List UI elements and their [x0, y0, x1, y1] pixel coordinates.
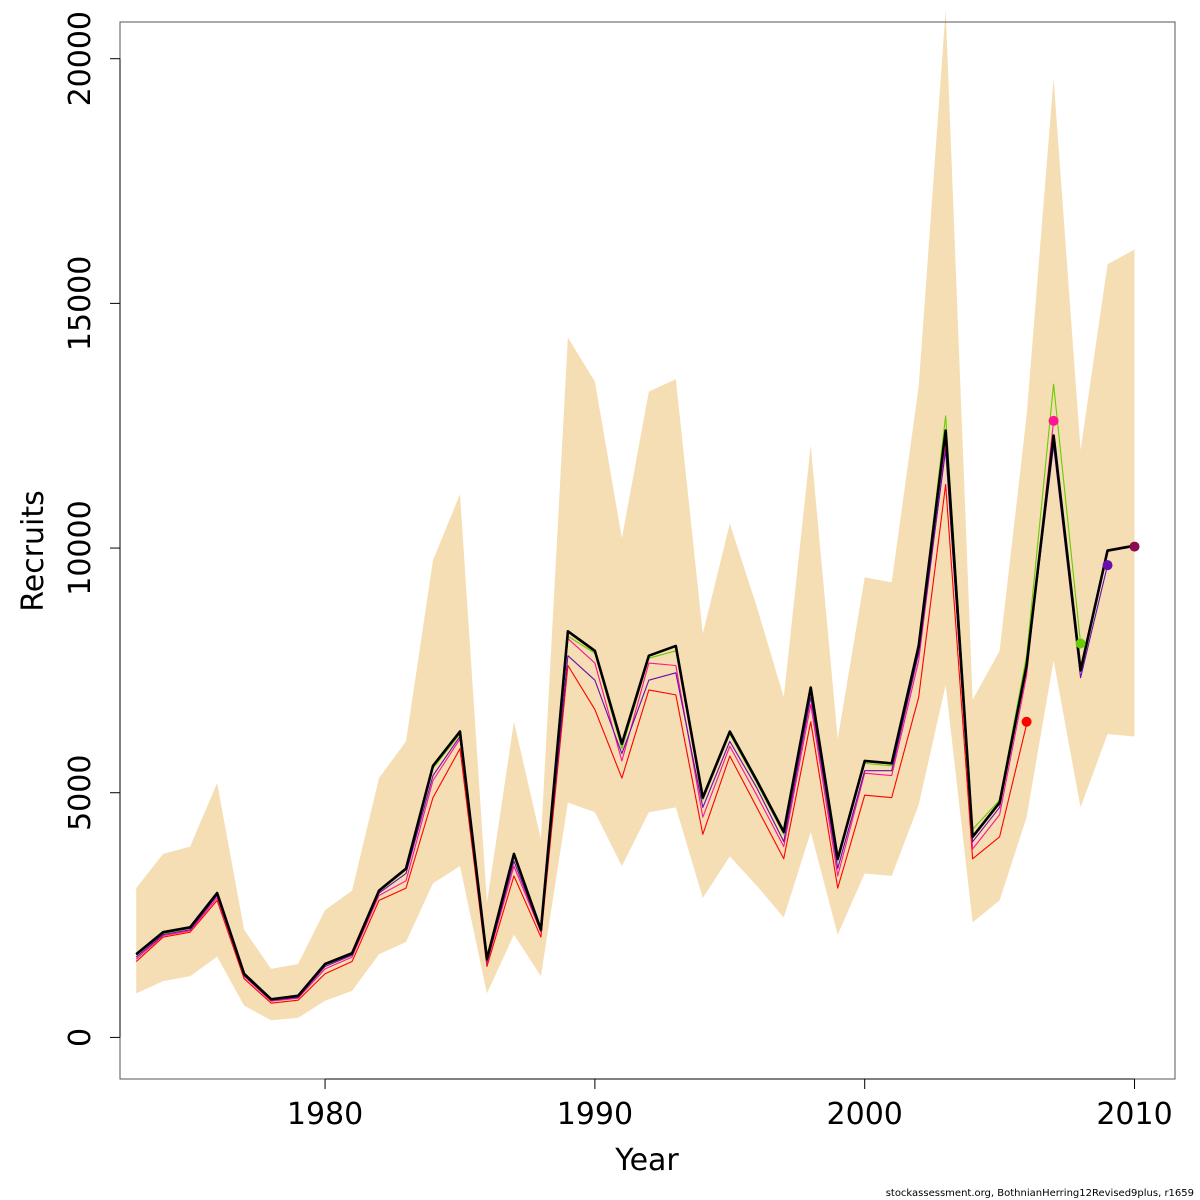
end-point-2008 — [1075, 638, 1086, 649]
confidence-band-layer — [136, 9, 1135, 1021]
series-lines-layer — [135, 383, 1135, 1004]
x-tick-label: 2000 — [827, 1097, 903, 1132]
series-line-peel_red — [135, 483, 1028, 1004]
x-axis-title: Year — [614, 1143, 679, 1178]
end-point-2009 — [1102, 560, 1113, 571]
x-tick-label: 1980 — [287, 1097, 363, 1132]
x-tick-label: 1990 — [557, 1097, 633, 1132]
x-tick-label: 2010 — [1096, 1097, 1172, 1132]
series-line-final — [135, 429, 1135, 1001]
confidence-band — [136, 9, 1135, 1021]
y-tick-label: 15000 — [63, 256, 98, 351]
y-axis: 0 5000 10000 15000 20000 — [63, 11, 121, 1047]
y-axis-title: Recruits — [16, 490, 51, 612]
y-tick-label: 20000 — [63, 11, 98, 106]
series-line-peel_pink — [135, 420, 1055, 1002]
end-point-2007 — [1048, 415, 1059, 426]
end-point-2006 — [1021, 716, 1032, 727]
end-points-layer — [1021, 415, 1140, 727]
end-point-2010 — [1129, 541, 1140, 552]
y-tick-label: 5000 — [63, 755, 98, 831]
footer-source: stockassessment.org, BothnianHerring12Re… — [886, 1188, 1194, 1199]
y-tick-label: 10000 — [63, 500, 98, 595]
x-axis: 1980 1990 2000 2010 — [287, 1078, 1173, 1132]
y-tick-label: 0 — [63, 1028, 98, 1047]
